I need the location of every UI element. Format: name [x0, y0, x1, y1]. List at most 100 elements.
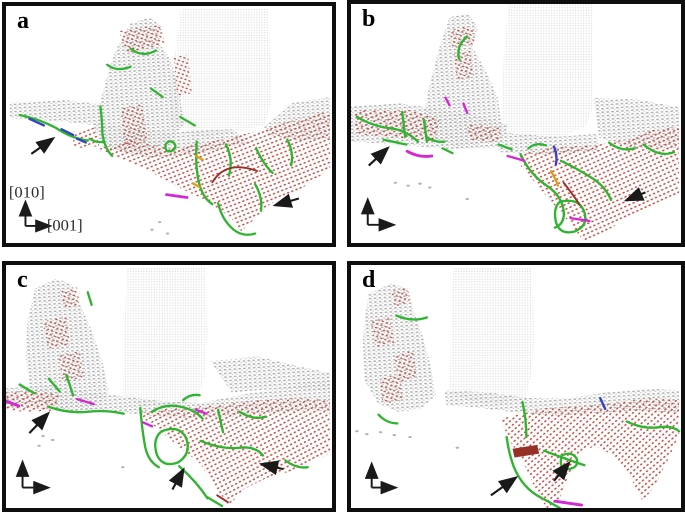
stray-atoms — [392, 434, 397, 437]
stray-atoms — [121, 466, 125, 469]
atom-region-red — [467, 124, 501, 143]
dislocation-line — [519, 152, 566, 229]
atom-region-red2 — [60, 287, 80, 309]
atom-region-darkred — [512, 444, 540, 458]
atom-region-tool — [449, 266, 535, 405]
dislocation-line — [497, 143, 513, 151]
dislocation-line — [441, 147, 454, 155]
stray-atoms — [378, 431, 383, 434]
dislocation-line — [106, 63, 132, 71]
dislocation-line — [154, 427, 189, 466]
dislocation-line — [224, 143, 232, 177]
darkred-defect-mark — [216, 494, 229, 504]
magenta-defect-mark — [569, 216, 591, 223]
dislocation-line — [179, 115, 196, 127]
dislocation-line — [216, 408, 225, 434]
panel-label-a: a — [17, 8, 29, 34]
dislocation-line — [18, 383, 36, 395]
crystal-axes — [15, 459, 51, 495]
panel-c-canvas — [6, 266, 331, 508]
magenta-defect-mark — [165, 193, 189, 199]
atom-region-red2 — [42, 316, 71, 349]
stray-atoms — [406, 184, 410, 187]
magenta-defect-mark — [506, 154, 526, 162]
blue-defect-mark — [552, 145, 558, 166]
panel-label-d: d — [362, 267, 376, 293]
dislocation-line — [47, 377, 61, 393]
annotation-arrow — [168, 467, 185, 491]
dislocation-line — [642, 143, 676, 156]
dislocation-line — [206, 496, 224, 508]
annotation-arrow — [258, 460, 284, 476]
stray-atoms — [465, 197, 470, 201]
darkred-defect-mark — [211, 166, 259, 184]
dislocation-line — [527, 142, 548, 150]
annotation-arrow — [552, 460, 571, 482]
magenta-defect-mark — [194, 408, 208, 415]
dislocation-line — [505, 435, 544, 500]
atom-region-red2 — [370, 316, 395, 348]
dislocation-line — [216, 202, 257, 236]
dislocation-line — [426, 136, 446, 143]
dislocation-line — [238, 410, 267, 419]
yellow-defect-mark — [194, 154, 204, 161]
yellow-defect-mark — [191, 182, 201, 189]
panel-c: c — [2, 261, 336, 512]
stray-atoms — [418, 182, 422, 185]
annotation-arrow — [272, 193, 300, 208]
magenta-defect-mark — [553, 499, 583, 507]
atom-region-tool — [169, 7, 272, 137]
dislocation-line — [164, 140, 177, 153]
atom-region-red2 — [379, 373, 404, 404]
atom-region-red — [354, 110, 440, 142]
panel-label-c: c — [17, 267, 28, 293]
dislocation-line — [395, 314, 429, 321]
annotation-arrow — [490, 475, 519, 497]
atom-region-red — [98, 112, 331, 232]
dislocation-line — [150, 404, 204, 420]
dislocation-line — [377, 413, 399, 425]
magenta-defect-mark — [462, 102, 469, 115]
dislocation-line — [382, 138, 408, 146]
panel-d-canvas — [355, 266, 681, 508]
blue-defect-mark — [75, 137, 87, 144]
dislocation-line — [139, 406, 160, 469]
stray-atoms — [37, 444, 41, 447]
stray-atoms — [165, 232, 170, 235]
stray-atoms — [158, 221, 162, 224]
dislocation-line — [88, 137, 105, 144]
magenta-defect-mark — [444, 96, 451, 107]
dislocation-line — [286, 138, 294, 167]
dislocation-line — [625, 420, 681, 433]
atom-region-red2 — [173, 54, 192, 97]
panel-d: d — [347, 261, 685, 512]
panel-a: a [010] [001] — [2, 2, 336, 247]
annotation-arrow — [623, 187, 646, 202]
axis-label-vertical: [010] — [9, 183, 45, 202]
stray-atoms — [41, 435, 45, 438]
atom-region-red2 — [394, 350, 417, 383]
atom-region-red2 — [391, 287, 410, 307]
stray-atoms — [455, 446, 460, 449]
dislocation-line — [457, 35, 469, 61]
atom-region-red2 — [449, 25, 476, 48]
panel-a-canvas: [010][001] — [9, 7, 331, 236]
darkred-defect-mark — [562, 181, 581, 206]
dislocation-line — [559, 159, 613, 202]
magenta-defect-mark — [405, 149, 434, 158]
atom-region-red2 — [118, 24, 166, 54]
dislocation-line — [355, 115, 420, 143]
dislocation-line — [199, 439, 265, 457]
blue-defect-mark — [599, 396, 607, 411]
panel-b: b — [347, 0, 685, 247]
dislocation-line — [521, 400, 528, 439]
panel-label-b: b — [362, 6, 376, 32]
annotation-arrow — [28, 411, 51, 434]
magenta-defect-mark — [6, 399, 21, 408]
magenta-defect-mark — [142, 421, 154, 428]
atom-region-gray — [210, 356, 331, 393]
dislocation-line — [401, 110, 407, 139]
crystal-axes — [360, 197, 397, 232]
atom-region-gray — [9, 99, 104, 126]
